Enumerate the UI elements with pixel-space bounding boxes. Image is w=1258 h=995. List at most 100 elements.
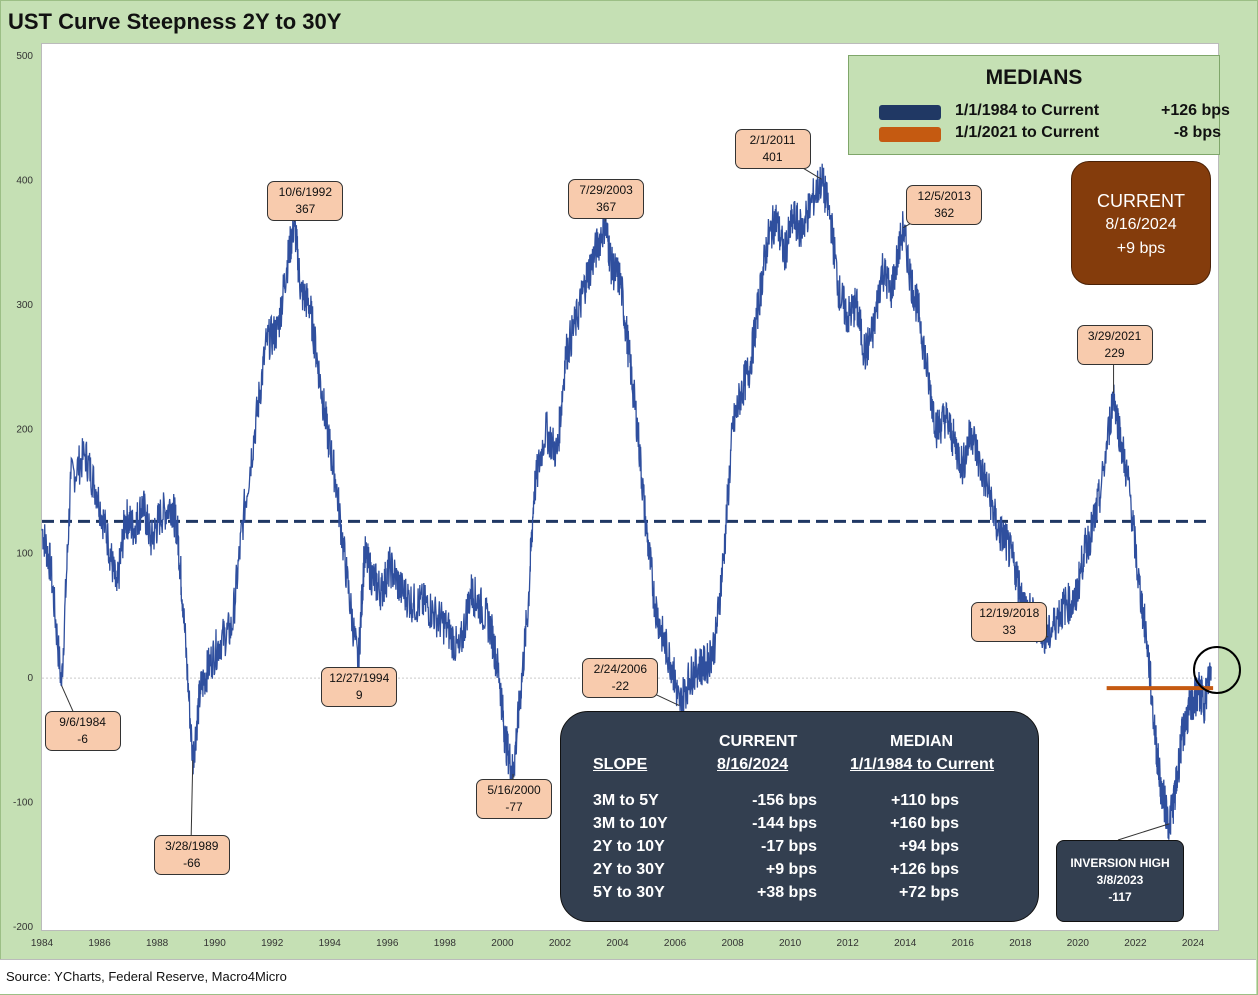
- legend-value-long: +126 bps: [1161, 102, 1230, 119]
- y-tick-label: 300: [16, 300, 33, 311]
- slope-cell-slope: 2Y to 30Y: [593, 861, 665, 878]
- y-tick-label: 100: [16, 549, 33, 560]
- x-tick-label: 1998: [434, 938, 457, 949]
- slope-cell-median: +110 bps: [890, 792, 959, 809]
- y-tick-label: 400: [16, 175, 33, 186]
- current-date: 8/16/2024: [1105, 216, 1177, 233]
- current-value-box: CURRENT 8/16/2024 +9 bps: [1071, 161, 1211, 285]
- annotation-box: 9/6/1984 -6: [44, 710, 121, 751]
- annotation-date: 3/29/2021: [1087, 329, 1142, 344]
- source-text: Source: YCharts, Federal Reserve, Macro4…: [6, 969, 287, 984]
- annotation-box: 10/6/1992 367: [267, 181, 344, 222]
- source-bar: Source: YCharts, Federal Reserve, Macro4…: [0, 959, 1256, 994]
- slope-cell-median: +126 bps: [890, 861, 959, 878]
- inversion-leader: [1117, 823, 1170, 841]
- slope-cell-current: -144 bps: [752, 815, 817, 832]
- y-tick-label: 200: [16, 424, 33, 435]
- slope-cell-median: +94 bps: [898, 838, 959, 855]
- annotation-value: -66: [183, 856, 201, 871]
- annotation-box: 5/16/2000 -77: [476, 778, 553, 819]
- y-tick-label: 0: [27, 673, 33, 684]
- annotation-box: 3/29/2021 229: [1076, 325, 1153, 366]
- x-tick-label: 1986: [88, 938, 111, 949]
- slope-header-current-date: 8/16/2024: [717, 756, 789, 773]
- annotation-value: -77: [505, 799, 523, 814]
- annotation-box: 3/28/1989 -66: [153, 835, 230, 876]
- annotation-value: -6: [77, 731, 88, 746]
- x-tick-label: 2024: [1182, 938, 1205, 949]
- annotation-date: 2/24/2006: [593, 661, 648, 676]
- slope-cell-current: -17 bps: [760, 838, 817, 855]
- slope-cell-slope: 2Y to 10Y: [593, 838, 665, 855]
- y-tick-label: -200: [13, 922, 33, 933]
- annotation-date: 3/28/1989: [165, 839, 219, 854]
- x-tick-label: 1994: [319, 938, 342, 949]
- annotation-value: 33: [1002, 623, 1016, 638]
- y-tick-label: -100: [13, 798, 33, 809]
- y-axis: -200 -100 0 100 200 300 400 500: [13, 51, 1216, 933]
- x-tick-label: 1992: [261, 938, 284, 949]
- x-tick-label: 1988: [146, 938, 169, 949]
- x-tick-label: 2004: [606, 938, 629, 949]
- slope-header-median-range: 1/1/1984 to Current: [850, 756, 995, 773]
- slope-header-slope: SLOPE: [593, 756, 648, 773]
- annotation-date: 9/6/1984: [59, 714, 106, 729]
- annotation-value: 367: [596, 200, 617, 215]
- x-tick-label: 2018: [1009, 938, 1032, 949]
- x-tick-label: 2008: [721, 938, 744, 949]
- annotation-date: 5/16/2000: [487, 782, 541, 797]
- legend-swatch-long: [879, 105, 941, 120]
- legend-value-short: -8 bps: [1173, 124, 1221, 141]
- annotation-date: 12/5/2013: [917, 188, 971, 203]
- annotation-box: 12/5/2013 362: [906, 184, 983, 225]
- inversion-value: -117: [1108, 890, 1132, 904]
- inversion-date: 3/8/2023: [1096, 873, 1144, 887]
- annotation-box: 7/29/2003 367: [568, 179, 645, 220]
- annotation-value: 367: [295, 202, 316, 217]
- annotation-date: 12/27/1994: [329, 670, 390, 685]
- inversion-label: INVERSION HIGH: [1070, 856, 1170, 870]
- current-highlight-circle: [1193, 646, 1241, 694]
- legend-label-short: 1/1/2021 to Current: [955, 124, 1100, 141]
- x-tick-label: 1984: [31, 938, 54, 949]
- slope-cell-current: +38 bps: [756, 884, 817, 901]
- slope-cell-slope: 5Y to 30Y: [593, 884, 665, 901]
- slope-cell-median: +72 bps: [898, 884, 959, 901]
- annotation-box: 2/24/2006 -22: [582, 657, 659, 698]
- annotation-value: 229: [1104, 346, 1125, 361]
- slope-cell-current: -156 bps: [752, 792, 817, 809]
- current-value: +9 bps: [1116, 240, 1166, 257]
- annotation-value: 362: [934, 205, 955, 220]
- slope-cell-slope: 3M to 10Y: [593, 815, 668, 832]
- annotation-date: 2/1/2011: [749, 133, 796, 148]
- annotation-date: 7/29/2003: [579, 183, 633, 198]
- annotation-box: 2/1/2011 401: [734, 129, 811, 170]
- legend-label-long: 1/1/1984 to Current: [955, 102, 1100, 119]
- inversion-box: INVERSION HIGH 3/8/2023 -117: [1056, 840, 1184, 922]
- x-tick-label: 1990: [204, 938, 227, 949]
- x-tick-label: 1996: [376, 938, 399, 949]
- slope-table: CURRENT MEDIAN SLOPE 8/16/2024 1/1/1984 …: [560, 711, 1039, 922]
- legend-swatch-short: [879, 127, 941, 142]
- x-axis: 1984 1986 1988 1990 1992 1994 1996 1998 2000 2002…: [31, 938, 1205, 949]
- x-tick-label: 2022: [1124, 938, 1147, 949]
- annotation-date: 10/6/1992: [278, 185, 333, 200]
- medians-legend: MEDIANS 1/1/1984 to Current +126 bps 1/1…: [848, 55, 1230, 155]
- x-tick-label: 2016: [952, 938, 975, 949]
- annotation-box: 12/19/2018 33: [971, 602, 1048, 643]
- annotation-value: 401: [762, 150, 783, 165]
- slope-header-current: CURRENT: [719, 733, 798, 750]
- x-tick-label: 2002: [549, 938, 572, 949]
- current-label: CURRENT: [1097, 191, 1185, 211]
- annotation-box: 12/27/1994 9: [321, 666, 398, 707]
- chart-title: UST Curve Steepness 2Y to 30Y: [8, 9, 342, 34]
- annotation-value: 9: [355, 687, 363, 702]
- x-tick-label: 2006: [664, 938, 687, 949]
- annotation-value: -22: [611, 678, 630, 693]
- slope-header-median: MEDIAN: [890, 733, 954, 750]
- x-tick-label: 2012: [837, 938, 860, 949]
- x-tick-label: 2020: [1067, 938, 1090, 949]
- slope-cell-current: +9 bps: [765, 861, 817, 878]
- legend-title: MEDIANS: [985, 66, 1083, 89]
- x-tick-label: 2000: [491, 938, 514, 949]
